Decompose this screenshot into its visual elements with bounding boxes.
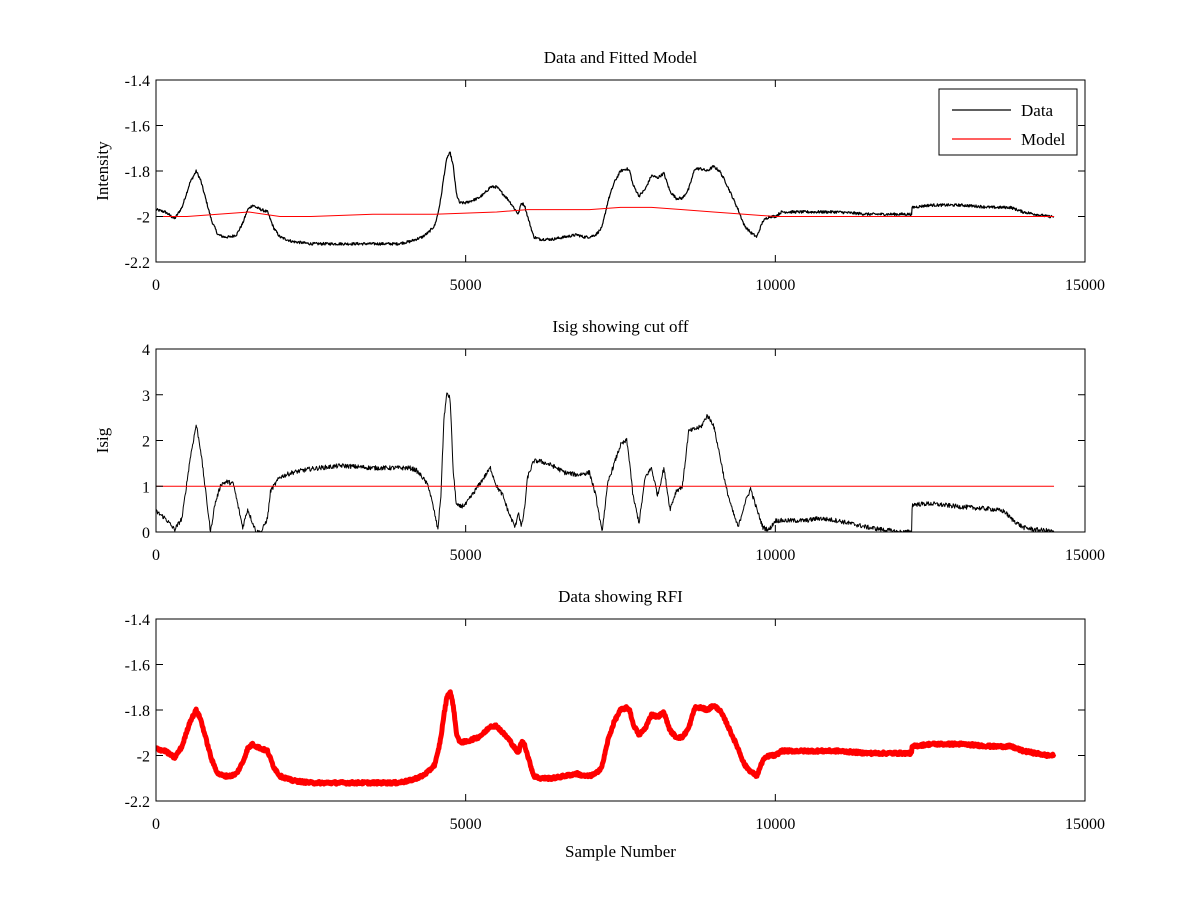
- y-tick-label: 2: [142, 434, 150, 451]
- x-tick-label: 10000: [755, 277, 795, 294]
- x-tick-label: 15000: [1065, 547, 1105, 564]
- y-tick-label: -2.2: [125, 794, 150, 811]
- series-line-1: [156, 392, 1055, 532]
- x-tick-label: 10000: [755, 547, 795, 564]
- y-axis-label: Isig: [93, 427, 112, 453]
- y-tick-label: 0: [142, 525, 150, 542]
- x-tick-label: 0: [152, 547, 160, 564]
- series-line-model: [156, 206, 1055, 217]
- y-tick-label: -2.2: [125, 255, 150, 272]
- y-tick-label: 3: [142, 388, 150, 405]
- y-tick-label: -1.4: [125, 73, 150, 90]
- legend: Data Model: [938, 88, 1078, 156]
- y-tick-label: -1.6: [125, 658, 150, 675]
- legend-label-data: Data: [1021, 101, 1054, 120]
- x-tick-label: 5000: [450, 816, 482, 833]
- y-tick-label: -2: [137, 749, 150, 766]
- y-axis-label: Intensity: [93, 141, 112, 201]
- legend-label-model: Model: [1021, 130, 1066, 149]
- y-tick-label: -1.8: [125, 164, 150, 181]
- chart-title: Data and Fitted Model: [544, 48, 698, 67]
- legend-box: [938, 88, 1078, 156]
- series-line-1: [156, 689, 1057, 787]
- x-tick-label: 0: [152, 816, 160, 833]
- y-tick-label: 1: [142, 479, 150, 496]
- x-tick-label: 15000: [1065, 277, 1105, 294]
- x-tick-label: 15000: [1065, 816, 1105, 833]
- x-tick-label: 10000: [755, 816, 795, 833]
- chart-title: Isig showing cut off: [552, 317, 688, 336]
- y-tick-label: -1.4: [125, 612, 150, 629]
- chart-panel-3: 0 5000 10000 15000 -1.4 -1.6 -1.8 -2 -2.2 Data sh…: [125, 587, 1105, 861]
- series-line-data: [156, 151, 1055, 246]
- y-tick-label: -1.6: [125, 119, 150, 136]
- y-tick-label: -2: [137, 210, 150, 227]
- y-tick-label: -1.8: [125, 703, 150, 720]
- x-tick-label: 0: [152, 277, 160, 294]
- chart-panel-2: 0 5000 10000 15000 0 1 2 3 4 Isig showing cut off…: [93, 317, 1105, 564]
- chart-title: Data showing RFI: [558, 587, 683, 606]
- y-tick-label: 4: [142, 342, 150, 359]
- x-tick-label: 5000: [450, 277, 482, 294]
- x-tick-label: 5000: [450, 547, 482, 564]
- chart-panel-1: 0 5000 10000 15000 -1.4 -1.6 -1.8 -2 -2.2 Data an…: [93, 48, 1105, 294]
- x-axis-label: Sample Number: [565, 842, 676, 861]
